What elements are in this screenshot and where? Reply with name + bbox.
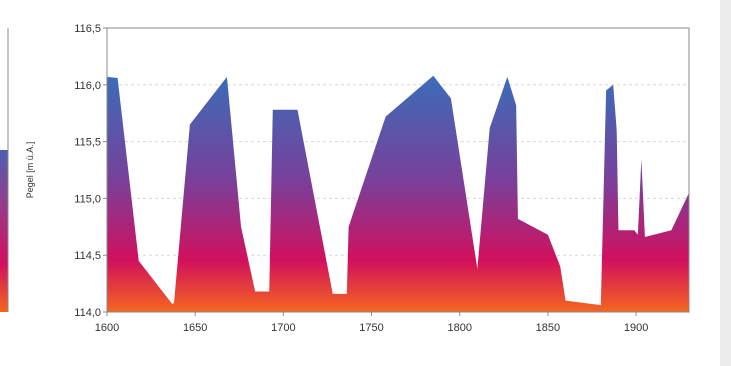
y-tick-label: 114,5	[74, 250, 101, 262]
plot-frame	[106, 27, 690, 313]
y-axis-title: Pegel [m ü.A.]	[25, 142, 35, 199]
adjacent-chart-area	[0, 150, 8, 312]
page-margin-strip	[720, 0, 731, 366]
y-tick-label: 116,5	[74, 23, 101, 35]
x-axis-ticks: 1600 1650 1700 1750 1800 1850 1900	[95, 312, 648, 334]
y-tick-label: 116,0	[74, 80, 101, 92]
series-area-group	[107, 75, 689, 312]
x-tick-label: 1650	[183, 322, 207, 334]
adjacent-chart-fragment	[0, 28, 9, 312]
x-tick-label: 1800	[447, 322, 471, 334]
x-tick-label: 1900	[624, 322, 648, 334]
y-tick-label: 115,0	[74, 193, 101, 205]
water-level-area	[107, 75, 689, 312]
x-tick-label: 1600	[95, 322, 119, 334]
x-tick-label: 1850	[536, 322, 560, 334]
x-tick-label: 1750	[359, 322, 383, 334]
x-tick-label: 1700	[271, 322, 295, 334]
y-axis-ticks: 114,0 114,5 115,0 115,5 116,0 116,5	[74, 23, 107, 319]
y-tick-label: 115,5	[74, 137, 101, 149]
y-tick-label: 114,0	[74, 307, 101, 319]
